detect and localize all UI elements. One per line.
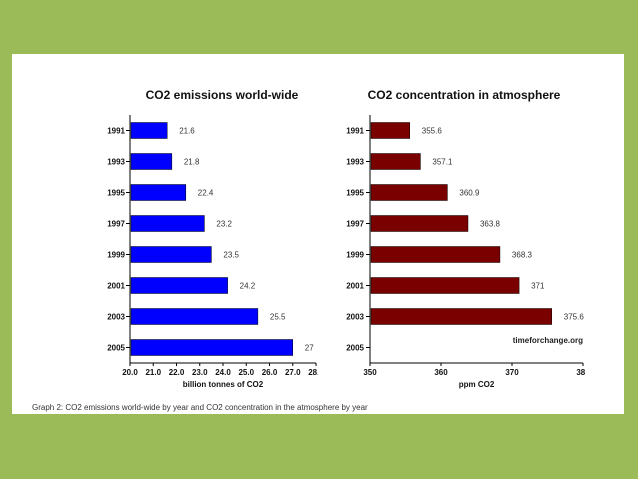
emissions-value-label: 23.2 <box>216 220 232 229</box>
concentration-category-label: 2003 <box>346 313 364 322</box>
emissions-x-tick-label: 28.0 <box>308 368 324 377</box>
concentration-value-label: 371 <box>531 282 545 291</box>
emissions-x-tick-label: 24.0 <box>215 368 231 377</box>
concentration-x-axis-label: ppm CO2 <box>459 380 495 389</box>
concentration-x-tick-label: 370 <box>505 368 519 377</box>
slide-panel: CO2 emissions world-wide 1991 21.6 1993 21.8… <box>12 54 624 414</box>
concentration-bar <box>370 246 501 263</box>
emissions-category-label: 1995 <box>107 189 125 198</box>
emissions-x-tick-label: 26.0 <box>262 368 278 377</box>
emissions-bar <box>130 153 173 170</box>
emissions-value-label: 21.6 <box>179 127 195 136</box>
emissions-x-tick-label: 20.0 <box>122 368 138 377</box>
emissions-x-tick-label: 25.0 <box>238 368 254 377</box>
emissions-category-label: 1991 <box>107 127 125 136</box>
emissions-bar <box>130 215 205 232</box>
concentration-bar <box>370 277 520 294</box>
concentration-source-annotation: timeforchange.org <box>513 336 583 345</box>
emissions-category-label: 1993 <box>107 158 125 167</box>
emissions-category-label: 2003 <box>107 313 125 322</box>
emissions-x-tick-label: 22.0 <box>169 368 185 377</box>
concentration-category-label: 2005 <box>346 344 364 353</box>
concentration-chart: CO2 concentration in atmosphere 1991 355.6… <box>346 88 590 389</box>
concentration-category-label: 2001 <box>346 282 364 291</box>
emissions-x-axis-label: billion tonnes of CO2 <box>183 380 264 389</box>
concentration-chart-title: CO2 concentration in atmosphere <box>368 88 561 102</box>
concentration-x-tick-label: 350 <box>363 368 377 377</box>
concentration-category-label: 1993 <box>346 158 364 167</box>
concentration-value-label: 363.8 <box>480 220 501 229</box>
emissions-x-tick-label: 23.0 <box>192 368 208 377</box>
emissions-category-label: 2001 <box>107 282 125 291</box>
emissions-bar <box>130 277 228 294</box>
concentration-bar <box>370 153 421 170</box>
emissions-chart-title: CO2 emissions world-wide <box>146 88 299 102</box>
concentration-category-label: 1995 <box>346 189 364 198</box>
emissions-chart: CO2 emissions world-wide 1991 21.6 1993 21.8… <box>107 88 324 389</box>
emissions-x-tick-label: 21.0 <box>145 368 161 377</box>
emissions-bar <box>130 184 187 201</box>
concentration-value-label: 357.1 <box>432 158 453 167</box>
emissions-value-label: 27 <box>305 344 314 353</box>
concentration-value-label: 360.9 <box>459 189 480 198</box>
concentration-bar <box>370 122 411 139</box>
concentration-bar <box>370 215 469 232</box>
graph-caption: Graph 2: CO2 emissions world-wide by yea… <box>32 403 368 412</box>
emissions-value-label: 23.5 <box>223 251 239 260</box>
concentration-bar <box>370 184 448 201</box>
concentration-category-label: 1999 <box>346 251 364 260</box>
emissions-value-label: 21.8 <box>184 158 200 167</box>
concentration-value-label: 368.3 <box>512 251 533 260</box>
emissions-bar <box>130 308 259 325</box>
concentration-category-label: 1991 <box>346 127 364 136</box>
emissions-value-label: 24.2 <box>240 282 256 291</box>
emissions-bar <box>130 246 212 263</box>
emissions-category-label: 1997 <box>107 220 125 229</box>
emissions-category-label: 1999 <box>107 251 125 260</box>
concentration-category-label: 1997 <box>346 220 364 229</box>
concentration-value-label: 375.6 <box>564 313 585 322</box>
concentration-x-tick-label: 380 <box>576 368 590 377</box>
concentration-bar <box>370 308 553 325</box>
concentration-value-label: 355.6 <box>422 127 443 136</box>
charts-canvas: CO2 emissions world-wide 1991 21.6 1993 21.8… <box>107 88 590 389</box>
concentration-x-tick-label: 360 <box>434 368 448 377</box>
emissions-category-label: 2005 <box>107 344 125 353</box>
emissions-bar <box>130 122 168 139</box>
emissions-x-tick-label: 27.0 <box>285 368 301 377</box>
emissions-value-label: 25.5 <box>270 313 286 322</box>
emissions-value-label: 22.4 <box>198 189 214 198</box>
emissions-bar <box>130 339 293 356</box>
